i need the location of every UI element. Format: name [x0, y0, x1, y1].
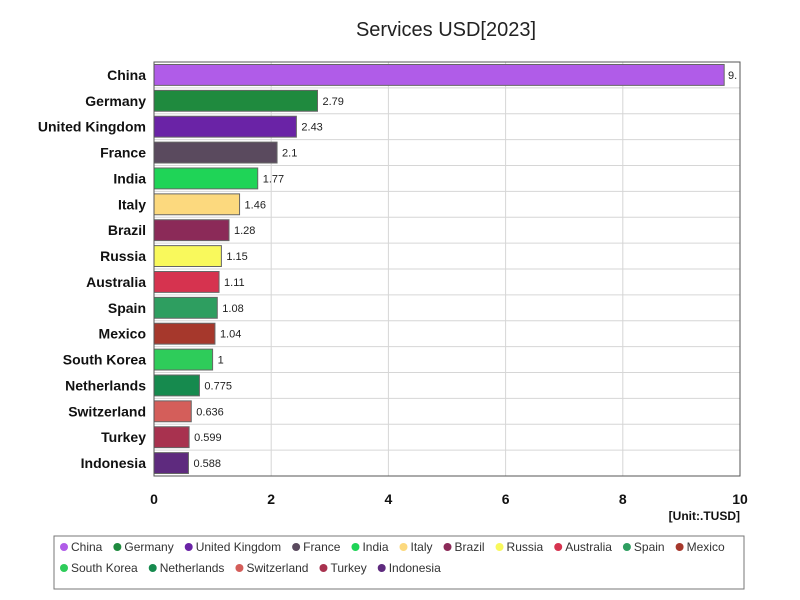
plot-frame [153, 61, 741, 477]
legend-marker [60, 543, 68, 551]
chart-title: Services USD[2023] [356, 19, 536, 41]
category-label: Switzerland [68, 403, 146, 419]
legend-item-label: India [362, 540, 388, 554]
legend-marker [148, 564, 157, 572]
legend-marker [60, 564, 68, 572]
legend-item-label: South Korea [71, 561, 138, 575]
legend-item-label: China [71, 540, 103, 554]
category-label: Italy [118, 196, 146, 212]
legend-item-label: Spain [634, 540, 665, 554]
legend-marker [554, 543, 563, 551]
category-label: Spain [108, 300, 146, 316]
value-label: 0.775 [204, 380, 232, 392]
bar-netherlands [153, 374, 200, 397]
legend-marker [495, 543, 504, 551]
value-label: 1.11 [224, 277, 245, 289]
category-label: Russia [100, 248, 146, 264]
bar-turkey [153, 426, 190, 449]
x-tick-label: 6 [502, 491, 510, 507]
value-label: 0.588 [193, 458, 221, 470]
category-label: Australia [86, 274, 146, 290]
category-label: Indonesia [81, 455, 147, 471]
legend-item-label: Australia [565, 540, 612, 554]
unit-label: [Unit:.TUSD] [669, 509, 740, 523]
legend-marker [184, 543, 193, 551]
bar-india [153, 167, 259, 190]
legend-marker [399, 543, 408, 551]
category-label: France [100, 145, 146, 161]
legend-item-label: Russia [507, 540, 544, 554]
value-label: 1.08 [222, 303, 243, 315]
value-label: 1.15 [226, 251, 247, 263]
legend: China Germany United Kingdom France India Ita… [60, 540, 725, 575]
bar-germany [153, 89, 318, 112]
legend-marker [113, 543, 122, 551]
legend-item-label: Netherlands [160, 561, 225, 575]
bars [153, 64, 725, 474]
legend-item-label: Brazil [455, 540, 485, 554]
category-label: India [113, 170, 146, 186]
value-label: 0.636 [196, 406, 224, 418]
legend-marker [675, 543, 684, 551]
category-label: Turkey [101, 429, 146, 445]
legend-item-label: Italy [411, 540, 433, 554]
x-tick-label: 10 [732, 491, 748, 507]
bar-brazil [153, 219, 230, 242]
legend-item-label: Indonesia [389, 561, 441, 575]
x-tick-label: 0 [150, 491, 158, 507]
category-label: United Kingdom [38, 119, 146, 135]
x-axis-ticks: 0 2 4 6 8 10 [150, 491, 748, 507]
value-label: 1.28 [234, 225, 255, 237]
legend-item-label: Germany [124, 540, 173, 554]
category-label: Mexico [99, 326, 146, 342]
bar-china [153, 64, 725, 86]
legend-marker [622, 543, 631, 551]
legend-item-label: Mexico [687, 540, 725, 554]
legend-item-label: United Kingdom [196, 540, 281, 554]
category-label: South Korea [63, 352, 146, 368]
x-tick-label: 2 [267, 491, 275, 507]
legend-marker [377, 564, 386, 572]
x-tick-label: 4 [385, 491, 393, 507]
bar-south-korea [153, 348, 214, 371]
bar-spain [153, 296, 218, 319]
value-label: 1 [218, 355, 224, 367]
category-label: China [107, 67, 146, 83]
value-label: 2.79 [322, 96, 343, 108]
bar-united-kingdom [153, 115, 297, 138]
legend-marker [351, 543, 360, 551]
legend-item-label: Switzerland [246, 561, 308, 575]
legend-marker [443, 543, 452, 551]
value-label: 0.599 [194, 432, 222, 444]
bar-mexico [153, 322, 216, 345]
legend-item-label: Turkey [330, 561, 366, 575]
value-label: 1.46 [245, 199, 266, 211]
category-label: Brazil [108, 222, 146, 238]
bar-italy [153, 193, 241, 216]
legend-marker [319, 564, 328, 572]
x-tick-label: 8 [619, 491, 627, 507]
value-label: 2.43 [301, 122, 322, 134]
legend-marker [235, 564, 244, 572]
value-labels: 9. 2.79 2.43 2.1 1.77 1.46 1.28 1.15 1.11 1.08 1.0… [193, 70, 737, 470]
bar-indonesia [153, 452, 189, 474]
value-label: 2.1 [282, 148, 297, 160]
value-label: 9. [728, 70, 737, 82]
legend-item-label: France [303, 540, 341, 554]
legend-marker [292, 543, 301, 551]
category-label: Netherlands [65, 377, 146, 393]
bar-france [153, 141, 278, 164]
bar-russia [153, 245, 222, 267]
category-label: Germany [85, 93, 146, 109]
grid [154, 62, 740, 476]
value-label: 1.77 [263, 173, 284, 185]
bar-australia [153, 271, 220, 293]
value-label: 1.04 [220, 329, 241, 341]
bar-switzerland [153, 400, 192, 423]
category-labels: China Germany United Kingdom France India Ita… [38, 67, 146, 471]
